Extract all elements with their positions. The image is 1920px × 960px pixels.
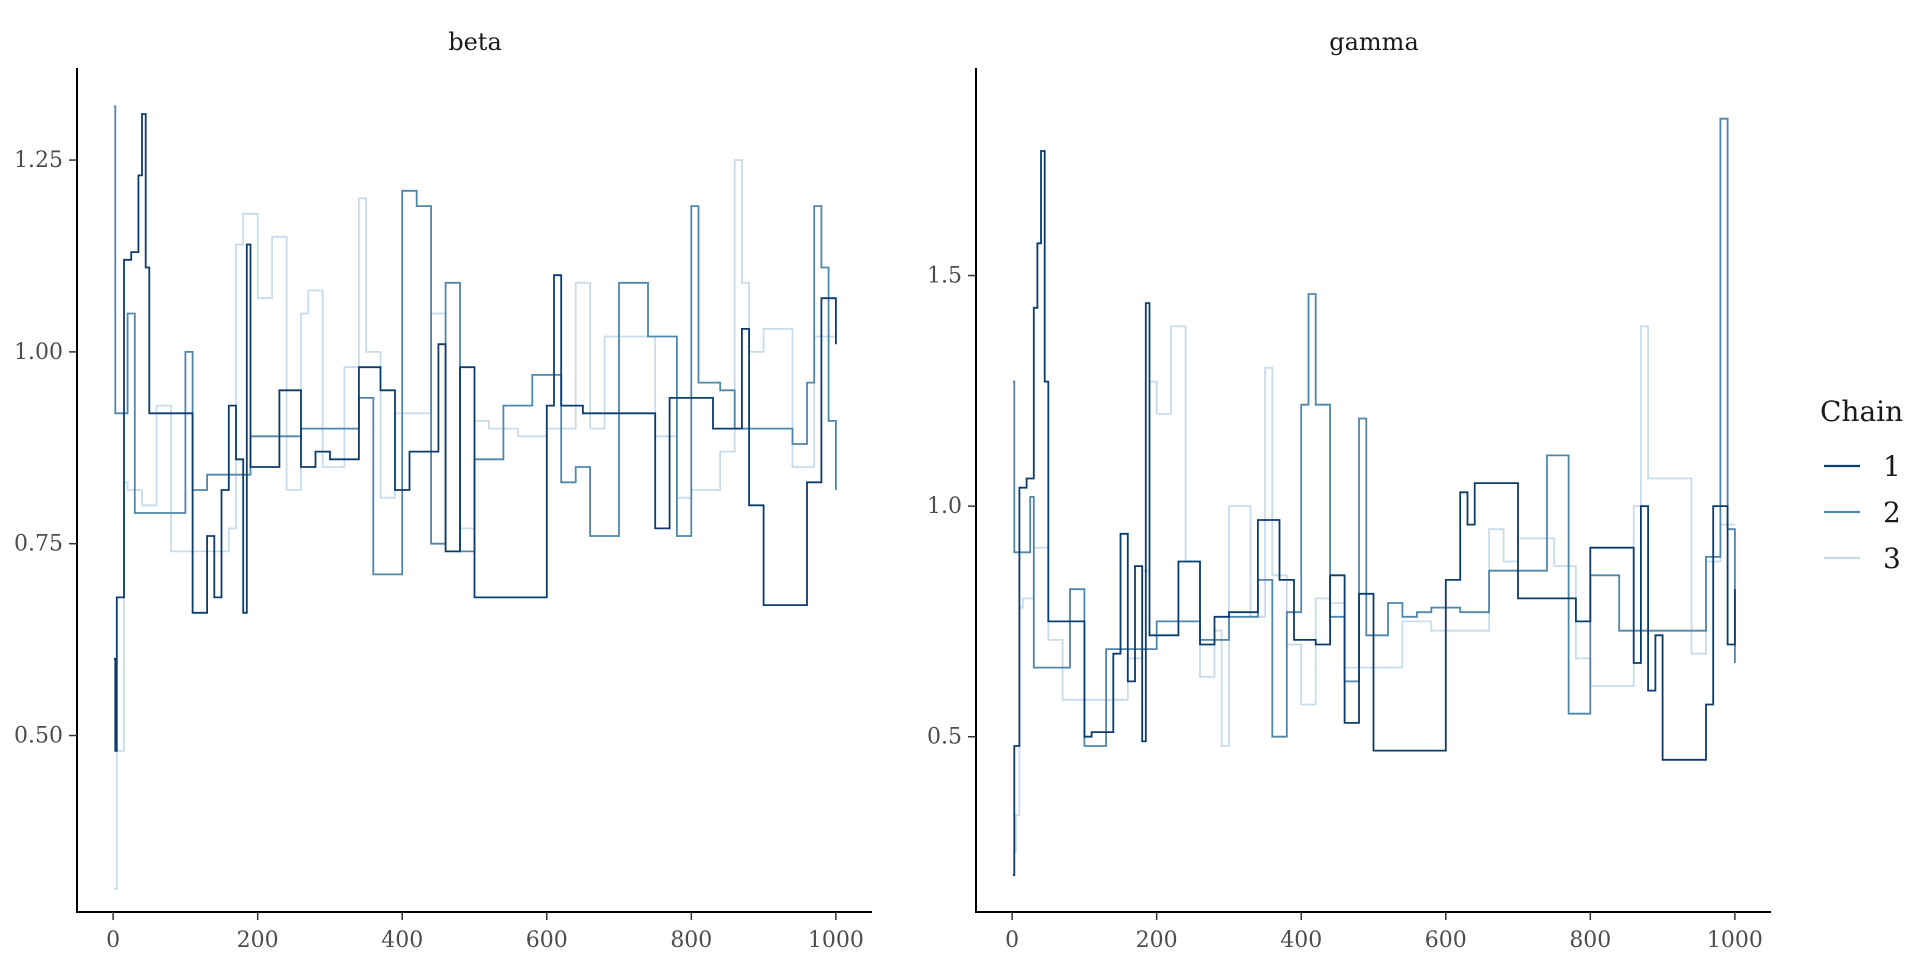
gamma-x-tick-label: 400 — [1280, 928, 1322, 953]
chain-legend: Chain 1 2 3 — [1820, 395, 1903, 575]
legend-label-chain-1: 1 — [1883, 450, 1901, 483]
gamma-x-tick-label: 800 — [1569, 928, 1611, 953]
beta-x-tick-label: 400 — [381, 928, 423, 953]
beta-series-group — [113, 105, 837, 890]
gamma-chain-3-trace — [1012, 325, 1735, 853]
legend-label-chain-2: 2 — [1883, 496, 1901, 529]
beta-y-tick-label: 0.75 — [14, 532, 63, 557]
beta-y-tick-label: 1.25 — [14, 148, 63, 173]
beta-x-tick-label: 200 — [237, 928, 279, 953]
beta-x-tick-label: 600 — [526, 928, 568, 953]
gamma-facet-title: gamma — [1329, 28, 1419, 56]
legend-title: Chain — [1820, 395, 1903, 428]
beta-ticks: 0 200 400 600 800 1000 0.50 0.75 1.00 1.25 — [14, 148, 864, 953]
gamma-x-tick-label: 0 — [1005, 928, 1019, 953]
gamma-x-tick-label: 1000 — [1707, 928, 1763, 953]
beta-facet-title: beta — [448, 28, 502, 56]
beta-x-tick-label: 800 — [670, 928, 712, 953]
legend-items: 1 2 3 — [1824, 450, 1901, 575]
legend-label-chain-3: 3 — [1883, 542, 1901, 575]
beta-panel: beta 0 200 400 600 800 1000 0.50 0.75 1.00 1.25 — [14, 28, 872, 953]
gamma-panel: gamma 0 200 400 600 800 1000 0.5 1.0 1.5 — [927, 28, 1771, 953]
beta-x-tick-label: 0 — [106, 928, 120, 953]
gamma-y-tick-label: 0.5 — [927, 725, 962, 750]
gamma-y-tick-label: 1.0 — [927, 494, 962, 519]
beta-y-tick-label: 0.50 — [14, 724, 63, 749]
gamma-ticks: 0 200 400 600 800 1000 0.5 1.0 1.5 — [927, 264, 1763, 953]
gamma-x-tick-label: 200 — [1136, 928, 1178, 953]
beta-y-tick-label: 1.00 — [14, 340, 63, 365]
gamma-chain-1-trace — [1012, 150, 1736, 876]
gamma-x-tick-label: 600 — [1425, 928, 1467, 953]
beta-chain-1-trace — [113, 113, 837, 752]
gamma-y-tick-label: 1.5 — [927, 264, 962, 289]
gamma-series-group — [1012, 117, 1736, 876]
beta-x-tick-label: 1000 — [808, 928, 864, 953]
